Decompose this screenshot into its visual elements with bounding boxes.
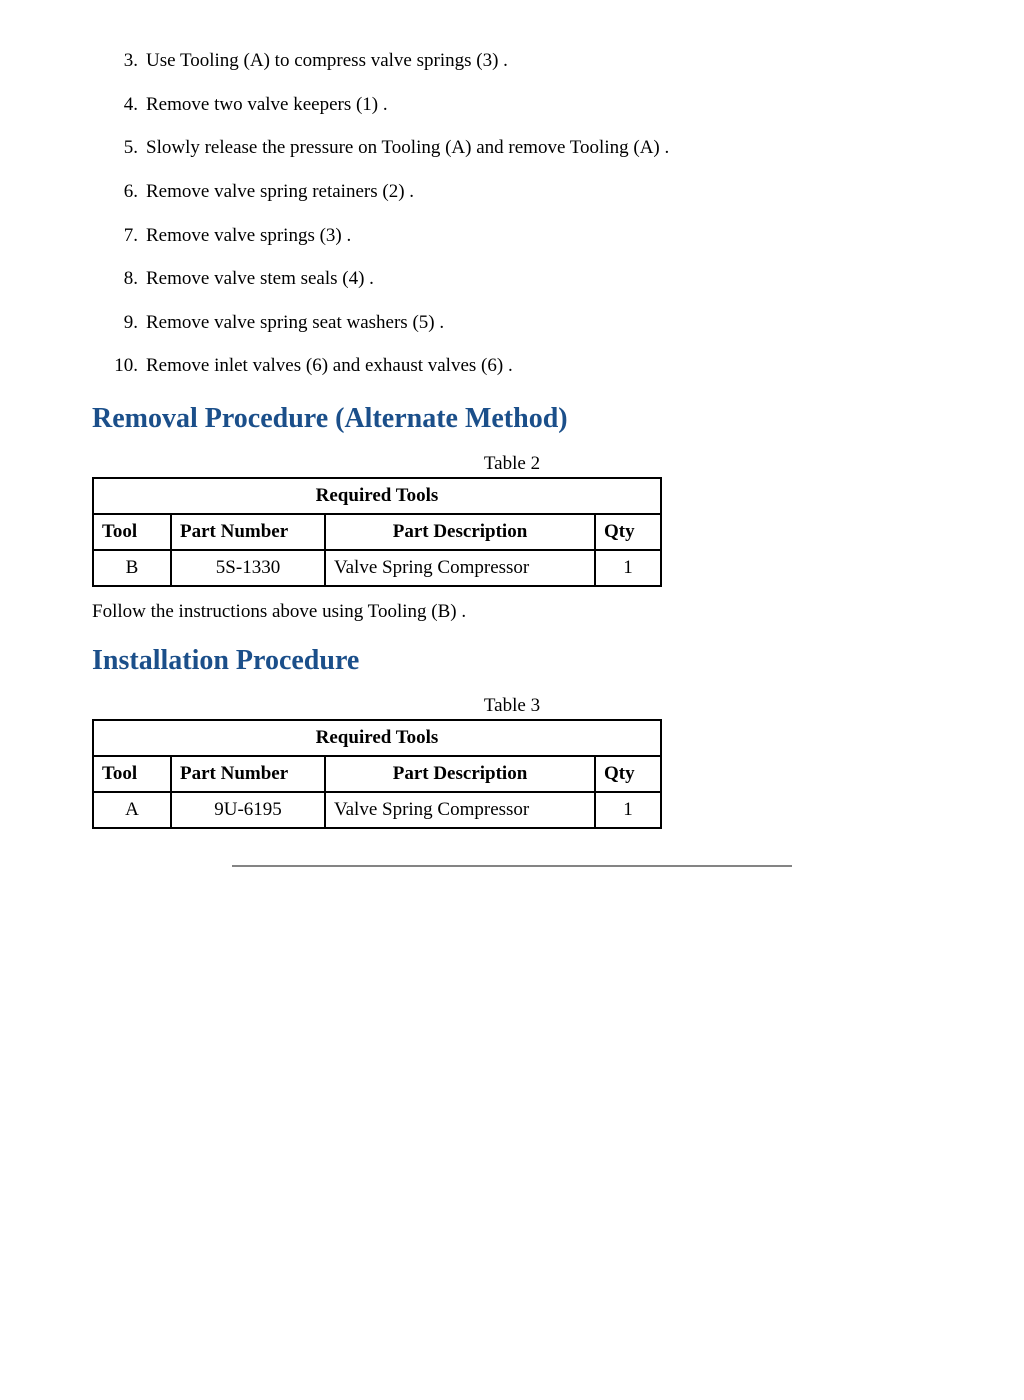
col-header-partnum: Part Number (172, 757, 326, 793)
step-number: 10. (102, 353, 138, 379)
step-text: Remove valve spring seat washers (5) . (146, 312, 444, 333)
step-text: Remove inlet valves (6) and exhaust valv… (146, 355, 513, 376)
cell-tool: B (94, 551, 172, 585)
list-item: 4. Remove two valve keepers (1) . (132, 92, 932, 118)
step-number: 3. (102, 48, 138, 74)
list-item: 3. Use Tooling (A) to compress valve spr… (132, 48, 932, 74)
required-tools-table-2: Required Tools Tool Part Number Part Des… (92, 477, 662, 587)
step-number: 9. (102, 310, 138, 336)
table-caption: Table 2 (260, 453, 764, 475)
col-header-tool: Tool (94, 757, 172, 793)
table-3-wrap: Table 3 Required Tools Tool Part Number … (92, 695, 932, 829)
col-header-partdesc: Part Description (326, 515, 596, 551)
horizontal-rule (232, 865, 792, 867)
col-header-partnum: Part Number (172, 515, 326, 551)
list-item: 8. Remove valve stem seals (4) . (132, 266, 932, 292)
step-text: Use Tooling (A) to compress valve spring… (146, 50, 508, 71)
step-text: Remove valve stem seals (4) . (146, 268, 374, 289)
col-header-qty: Qty (596, 757, 660, 793)
list-item: 5. Slowly release the pressure on Toolin… (132, 135, 932, 161)
list-item: 9. Remove valve spring seat washers (5) … (132, 310, 932, 336)
step-text: Remove two valve keepers (1) . (146, 94, 388, 115)
step-number: 5. (102, 135, 138, 161)
table-title: Required Tools (94, 721, 660, 757)
cell-qty: 1 (596, 793, 660, 827)
required-tools-table-3: Required Tools Tool Part Number Part Des… (92, 719, 662, 829)
step-number: 8. (102, 266, 138, 292)
table-row: A 9U-6195 Valve Spring Compressor 1 (94, 793, 660, 827)
step-number: 4. (102, 92, 138, 118)
step-text: Remove valve spring retainers (2) . (146, 181, 414, 202)
step-text: Remove valve springs (3) . (146, 225, 351, 246)
table-caption: Table 3 (260, 695, 764, 717)
section-heading-removal-alternate: Removal Procedure (Alternate Method) (92, 403, 932, 435)
follow-instructions-para: Follow the instructions above using Tool… (92, 601, 932, 623)
cell-tool: A (94, 793, 172, 827)
list-item: 7. Remove valve springs (3) . (132, 223, 932, 249)
cell-partnum: 5S-1330 (172, 551, 326, 585)
table-title: Required Tools (94, 479, 660, 515)
cell-partnum: 9U-6195 (172, 793, 326, 827)
col-header-qty: Qty (596, 515, 660, 551)
step-number: 7. (102, 223, 138, 249)
list-item: 6. Remove valve spring retainers (2) . (132, 179, 932, 205)
step-text: Slowly release the pressure on Tooling (… (146, 137, 669, 158)
table-2-wrap: Table 2 Required Tools Tool Part Number … (92, 453, 932, 587)
list-item: 10. Remove inlet valves (6) and exhaust … (132, 353, 932, 379)
table-row: B 5S-1330 Valve Spring Compressor 1 (94, 551, 660, 585)
section-heading-installation: Installation Procedure (92, 645, 932, 677)
cell-partdesc: Valve Spring Compressor (326, 793, 596, 827)
cell-partdesc: Valve Spring Compressor (326, 551, 596, 585)
step-number: 6. (102, 179, 138, 205)
cell-qty: 1 (596, 551, 660, 585)
col-header-tool: Tool (94, 515, 172, 551)
procedure-steps: 3. Use Tooling (A) to compress valve spr… (92, 48, 932, 379)
col-header-partdesc: Part Description (326, 757, 596, 793)
